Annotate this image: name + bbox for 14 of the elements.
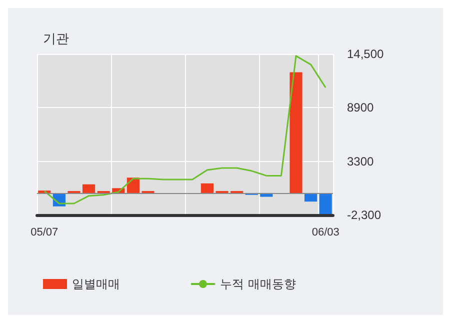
bar — [319, 192, 332, 214]
y-tick-label: 3300 — [347, 154, 374, 168]
bar — [290, 72, 302, 193]
bar — [200, 183, 214, 193]
y-tick-label: -2,300 — [347, 208, 382, 222]
x-tick-label: 05/07 — [30, 226, 58, 238]
chart-title: 기관 — [43, 32, 69, 47]
legend-label: 누적 매매동향 — [220, 277, 296, 291]
line-series — [44, 55, 326, 204]
bar — [82, 184, 96, 193]
legend-label: 일별매매 — [72, 277, 120, 291]
y-tick-label: 14,500 — [347, 47, 384, 61]
y-tick-label: 8900 — [347, 100, 374, 115]
x-tick-label: 06/03 — [312, 226, 340, 238]
